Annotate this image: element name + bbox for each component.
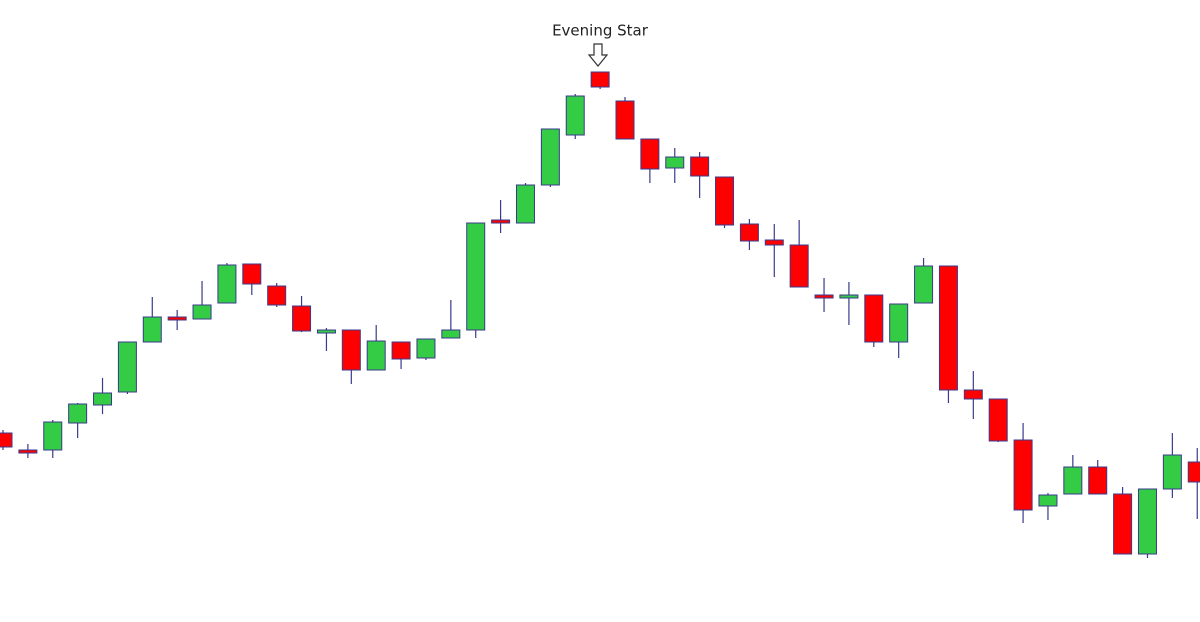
candle-body [316, 329, 336, 334]
candle-body [1038, 494, 1058, 507]
candle-body [1113, 493, 1133, 555]
candle-body [715, 176, 735, 226]
annotation-arrow [587, 43, 609, 67]
candle-body [1088, 466, 1108, 495]
candle-body [1137, 488, 1157, 555]
candle-body [68, 403, 88, 424]
candle-body [192, 304, 212, 320]
candle-body [18, 449, 38, 454]
candle-body [416, 338, 436, 359]
candle-body [963, 389, 983, 400]
candle-body [491, 219, 511, 224]
candle-body [739, 223, 759, 242]
candle-body [640, 138, 660, 170]
candle-body [764, 239, 784, 246]
candle-body [615, 100, 635, 140]
candle-body [391, 341, 411, 360]
candle-body [142, 316, 162, 343]
candle-body [1063, 466, 1083, 495]
candle-body [839, 294, 859, 299]
candle-body [441, 329, 461, 339]
candle-body [117, 341, 137, 393]
candle-body [1187, 461, 1200, 483]
candle-body [565, 95, 585, 136]
candle-body [914, 265, 934, 304]
candle-body [864, 294, 884, 343]
candle-body [814, 294, 834, 299]
candle-body [292, 305, 312, 332]
candle-body [267, 285, 287, 306]
candle-body [889, 303, 909, 343]
candle-body [167, 316, 187, 321]
candle-body [341, 329, 361, 371]
candle-body [0, 432, 13, 448]
candle-body [590, 71, 610, 88]
candle-body [366, 340, 386, 371]
candle-body [665, 156, 685, 169]
candle-body [217, 264, 237, 304]
candle-body [466, 222, 486, 331]
candle-body [43, 421, 63, 451]
candle-body [690, 156, 710, 177]
candle-body [988, 398, 1008, 442]
candle-body [540, 128, 560, 186]
candle-body [1013, 439, 1033, 511]
candle-body [1162, 454, 1182, 490]
annotation: Evening Star [552, 22, 649, 40]
candle-body [93, 392, 113, 406]
candle-body [938, 265, 958, 391]
candles [0, 71, 1200, 558]
candle-body [515, 184, 535, 224]
candle-body [789, 244, 809, 288]
candle-body [242, 263, 262, 285]
